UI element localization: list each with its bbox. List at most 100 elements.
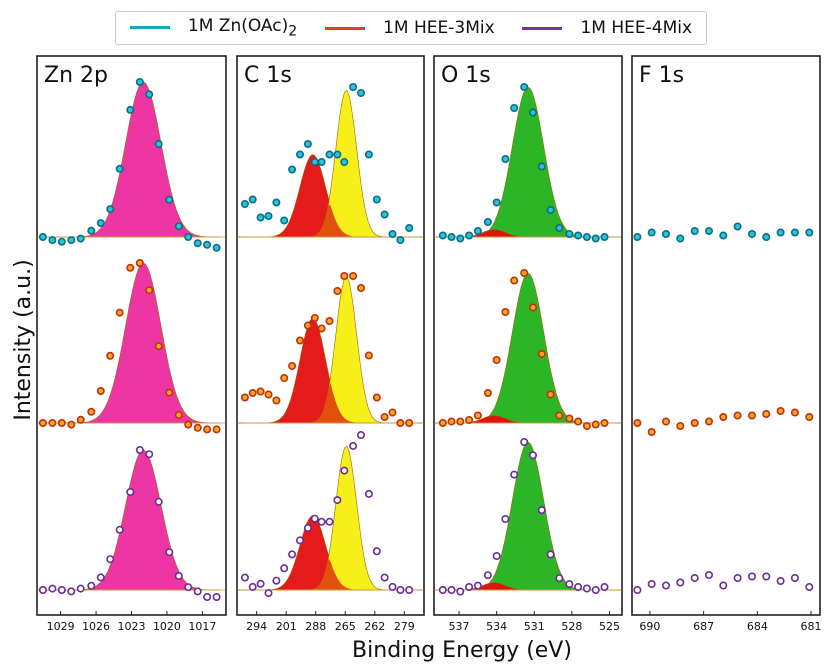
data-point-1m-zn-oac-2 [67,236,76,245]
x-tick-label: 262 [364,620,385,633]
data-point-1m-zn-oac-2 [600,233,609,242]
data-point-1m-hee-3mix [690,418,699,427]
data-point-1m-hee-4mix [364,489,373,498]
data-point-1m-hee-4mix [528,451,537,460]
x-tick-label: 537 [449,620,470,633]
data-point-1m-zn-oac-2 [790,228,799,237]
y-axis-title: Intensity (a.u.) [11,259,36,420]
data-point-1m-zn-oac-2 [96,219,105,228]
data-point-1m-hee-4mix [96,573,105,582]
data-point-1m-zn-oac-2 [719,231,728,240]
data-point-1m-hee-3mix [510,276,519,285]
data-point-1m-zn-oac-2 [591,234,600,243]
data-point-1m-hee-4mix [115,525,124,534]
data-point-1m-hee-4mix [633,585,642,594]
data-point-1m-hee-3mix [447,417,456,426]
data-point-1m-hee-3mix [96,386,105,395]
data-point-1m-hee-4mix [295,536,304,545]
x-tick-label: 1017 [188,620,216,633]
data-point-1m-hee-4mix [565,580,574,589]
x-tick-label: 684 [747,620,768,633]
chart-legend: 1M Zn(OAc)2 1M HEE-3Mix 1M HEE-4Mix [115,11,707,45]
panel-c-1s: C 1s 294 201 288 265 262 279 [236,55,425,633]
data-point-1m-zn-oac-2 [325,150,334,159]
data-point-1m-hee-3mix [591,420,600,429]
data-point-1m-hee-3mix [733,411,742,420]
data-point-1m-hee-3mix [762,409,771,418]
data-point-1m-zn-oac-2 [520,83,529,92]
data-point-1m-hee-3mix [240,393,249,402]
data-point-1m-hee-3mix [325,316,334,325]
data-point-1m-hee-3mix [380,412,389,421]
data-point-1m-hee-3mix [473,411,482,420]
data-point-1m-zn-oac-2 [349,83,358,92]
data-point-1m-zn-oac-2 [747,230,756,239]
data-point-1m-hee-4mix [733,573,742,582]
data-point-1m-hee-4mix [456,587,465,596]
data-point-1m-hee-4mix [256,579,265,588]
data-point-1m-zn-oac-2 [303,140,312,149]
data-point-1m-zn-oac-2 [212,243,221,252]
legend-item-zn-oac: 1M Zn(OAc)2 [129,16,298,40]
data-point-1m-hee-4mix [48,584,57,593]
data-point-1m-hee-3mix [165,388,174,397]
data-point-1m-hee-3mix [288,361,297,370]
data-point-1m-zn-oac-2 [184,233,193,242]
data-point-1m-hee-3mix [174,410,183,419]
data-point-1m-hee-3mix [87,407,96,416]
data-point-1m-hee-3mix [528,303,537,312]
data-point-1m-zn-oac-2 [501,155,510,164]
data-point-1m-zn-oac-2 [483,218,492,227]
legend-swatch-hee-4mix [522,26,563,30]
data-point-1m-hee-4mix [174,571,183,580]
data-point-1m-zn-oac-2 [805,228,814,237]
x-tick-label: 681 [801,620,822,633]
data-point-1m-zn-oac-2 [193,239,202,248]
legend-item-hee-4mix: 1M HEE-4Mix [522,18,692,38]
data-point-1m-hee-3mix [248,388,257,397]
data-point-1m-zn-oac-2 [676,234,685,243]
data-point-1m-zn-oac-2 [405,224,414,233]
data-point-1m-zn-oac-2 [87,226,96,235]
data-point-1m-hee-3mix [115,308,124,317]
data-point-1m-zn-oac-2 [661,230,670,239]
data-point-1m-hee-4mix [438,585,447,594]
data-point-1m-hee-4mix [805,582,814,591]
data-point-1m-hee-4mix [333,496,342,505]
data-point-1m-hee-4mix [510,470,519,479]
legend-swatch-zn-oac [129,26,170,30]
data-point-1m-hee-4mix [240,573,249,582]
data-point-1m-zn-oac-2 [106,205,115,214]
x-tick-label: 1023 [118,620,146,633]
data-point-1m-zn-oac-2 [456,234,465,243]
data-point-1m-hee-4mix [447,585,456,594]
data-point-1m-hee-3mix [333,286,342,295]
legend-label-hee-4mix: 1M HEE-4Mix [580,18,693,38]
data-point-1m-zn-oac-2 [126,105,135,114]
x-tick-label: 690 [639,620,660,633]
data-point-1m-hee-4mix [555,574,564,583]
data-point-1m-hee-3mix [203,425,212,434]
panel-frame [236,55,425,616]
data-point-1m-hee-4mix [676,578,685,587]
data-point-1m-zn-oac-2 [256,213,265,222]
data-point-1m-zn-oac-2 [57,237,66,246]
panel-title: F 1s [639,63,684,88]
legend-label-zn-oac: 1M Zn(OAc)2 [187,16,298,40]
data-point-1m-zn-oac-2 [546,206,555,215]
panel-f-1s: F 1s 690 687 684 681 [631,55,822,633]
data-point-1m-hee-4mix [135,445,144,454]
panel-title: C 1s [244,63,292,88]
x-tick-label: 1029 [47,620,75,633]
data-point-1m-hee-3mix [264,390,273,399]
data-point-1m-hee-4mix [465,582,474,591]
data-point-1m-zn-oac-2 [396,236,405,245]
data-point-1m-hee-4mix [483,571,492,580]
fit-overlap-region [237,205,424,237]
data-point-1m-zn-oac-2 [762,233,771,242]
data-point-1m-hee-3mix [520,268,529,277]
data-point-1m-zn-oac-2 [38,233,47,242]
x-tick-label: 525 [599,620,620,633]
data-point-1m-hee-3mix [661,417,670,426]
data-point-1m-hee-4mix [690,573,699,582]
